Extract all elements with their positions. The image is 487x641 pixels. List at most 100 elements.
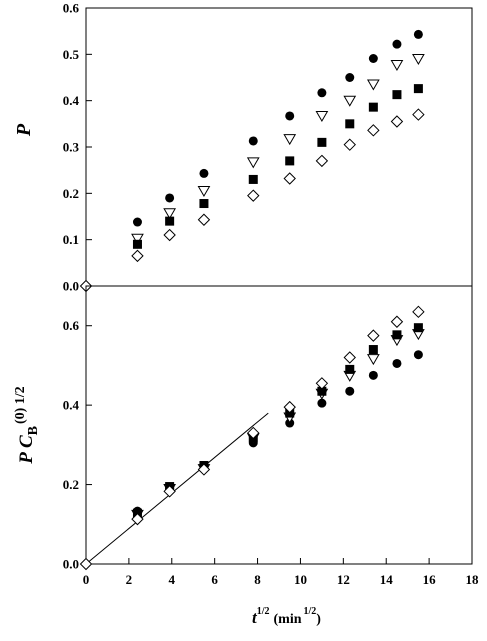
- x-tick-label: 0: [83, 572, 90, 587]
- top-filled-square-point: [285, 156, 295, 166]
- x-label-close: ): [316, 612, 321, 627]
- x-tick-label: 18: [466, 572, 480, 587]
- top-filled-circle-point: [392, 39, 402, 49]
- bottom-y-axis-label: P CB (0) 1/2: [13, 386, 41, 464]
- top-filled-circle-point: [132, 217, 142, 227]
- top-filled-square-point: [413, 84, 423, 94]
- bottom-open-diamond-point: [79, 557, 93, 571]
- top-open-triangle-down-point: [315, 110, 329, 122]
- top-filled-square-point: [345, 119, 355, 129]
- top-open-diamond-point: [390, 115, 404, 128]
- top-filled-square-point: [132, 239, 142, 249]
- x-axis-label: t1/2(min1/2): [252, 606, 321, 627]
- bottom-open-diamond-point: [247, 426, 260, 440]
- top-filled-circle-point: [345, 73, 355, 82]
- top-filled-circle-point: [413, 29, 423, 39]
- bottom-open-diamond-point: [412, 305, 425, 319]
- top-open-diamond-point: [283, 172, 296, 185]
- top-open-diamond-point: [412, 108, 425, 121]
- top-data-marks: [79, 29, 425, 293]
- top-open-triangle-down-point: [412, 54, 425, 66]
- fit-line: [85, 412, 269, 565]
- top-filled-square-point: [248, 174, 258, 184]
- bottom-filled-square-point: [345, 364, 355, 374]
- top-y-tick-label: 0.3: [63, 140, 80, 155]
- top-open-diamond-point: [247, 189, 260, 202]
- bottom-filled-circle-point: [392, 358, 402, 368]
- top-y-tick-label: 0.0: [63, 279, 79, 294]
- top-filled-circle-point: [248, 136, 258, 146]
- top-plot-frame: [85, 7, 473, 287]
- bottom-y-tick-label: 0.0: [63, 557, 79, 572]
- bottom-filled-circle-point: [413, 350, 423, 360]
- bottom-open-diamond-point: [343, 351, 356, 364]
- top-filled-circle-point: [368, 54, 378, 64]
- x-label-sup: 1/2: [257, 606, 270, 617]
- bottom-plot-frame: [85, 285, 473, 565]
- x-tick-label: 14: [380, 572, 394, 587]
- x-tick-label: 16: [423, 572, 437, 587]
- top-y-tick-label: 0.4: [63, 93, 80, 108]
- x-tick-label: 2: [126, 572, 133, 587]
- top-filled-circle-point: [285, 111, 295, 121]
- top-open-diamond-point: [315, 154, 329, 168]
- bottom-filled-circle-point: [317, 398, 327, 408]
- top-open-diamond-point: [367, 124, 380, 137]
- top-y-tick-label: 0.2: [63, 186, 79, 201]
- bottom-panel: 0.0 0.2 0.4 0.6 0 2 4 6 8 10 12 14 16 18 P CB (0) 1/2…: [13, 285, 479, 627]
- bottom-filled-square-point: [368, 345, 378, 355]
- bottom-y-label-main: P C: [16, 435, 37, 465]
- bottom-y-label-sup: (0) 1/2: [13, 386, 28, 424]
- top-open-diamond-point: [197, 213, 211, 226]
- bottom-open-diamond-point: [283, 400, 296, 414]
- bottom-open-diamond-point: [131, 512, 144, 526]
- top-open-triangle-down-point: [390, 60, 404, 72]
- x-tick-label: 6: [211, 572, 218, 587]
- top-open-triangle-down-point: [246, 157, 260, 169]
- bottom-y-tick-label: 0.4: [63, 398, 80, 413]
- bottom-filled-square-point: [317, 386, 327, 396]
- bottom-open-diamond-point: [367, 329, 380, 342]
- top-panel: 0.0 0.1 0.2 0.3 0.4 0.5 0.6 P: [13, 1, 473, 294]
- top-open-diamond-point: [131, 249, 144, 263]
- top-y-tick-label: 0.1: [63, 232, 79, 247]
- bottom-y-label-sub: B: [26, 426, 41, 435]
- bottom-open-triangle-down-point: [366, 354, 380, 366]
- bottom-y-tick-label: 0.2: [63, 477, 79, 492]
- top-open-triangle-down-point: [343, 95, 357, 107]
- bottom-filled-circle-point: [368, 370, 378, 380]
- top-open-triangle-down-point: [131, 233, 144, 245]
- top-filled-square-point: [199, 199, 209, 209]
- bottom-filled-square-point: [413, 323, 423, 333]
- top-y-ticks: 0.0 0.1 0.2 0.3 0.4 0.5 0.6: [63, 1, 92, 294]
- x-tick-label: 12: [337, 572, 350, 587]
- top-filled-square-point: [317, 137, 327, 147]
- top-filled-square-point: [392, 90, 402, 100]
- top-filled-circle-point: [165, 193, 175, 203]
- top-y-tick-label: 0.5: [63, 47, 80, 62]
- top-y-axis-label: P: [13, 123, 35, 137]
- bottom-open-diamond-point: [163, 485, 176, 498]
- bottom-filled-circle-point: [345, 386, 355, 396]
- x-tick-label: 10: [294, 572, 307, 587]
- bottom-open-diamond-point: [315, 377, 329, 390]
- bottom-open-diamond-point: [197, 463, 211, 476]
- top-open-diamond-point: [343, 138, 356, 151]
- x-tick-label: 8: [254, 572, 261, 587]
- bottom-data-marks: [79, 305, 425, 571]
- bottom-x-ticks: 0 2 4 6 8 10 12 14 16 18: [83, 558, 479, 587]
- top-y-tick-label: 0.6: [63, 1, 80, 16]
- x-label-unit-sup: 1/2: [304, 606, 317, 617]
- top-filled-square-point: [165, 216, 175, 226]
- bottom-y-ticks: 0.0 0.2 0.4 0.6: [63, 318, 92, 572]
- bottom-open-diamond-point: [390, 315, 404, 328]
- top-open-triangle-down-point: [366, 79, 380, 91]
- bottom-filled-square-point: [392, 330, 402, 340]
- top-filled-square-point: [368, 102, 378, 112]
- top-open-triangle-down-point: [197, 186, 211, 198]
- top-open-triangle-down-point: [163, 208, 177, 220]
- top-filled-circle-point: [317, 88, 327, 98]
- top-open-triangle-down-point: [283, 134, 297, 146]
- x-label-main: t: [252, 608, 258, 627]
